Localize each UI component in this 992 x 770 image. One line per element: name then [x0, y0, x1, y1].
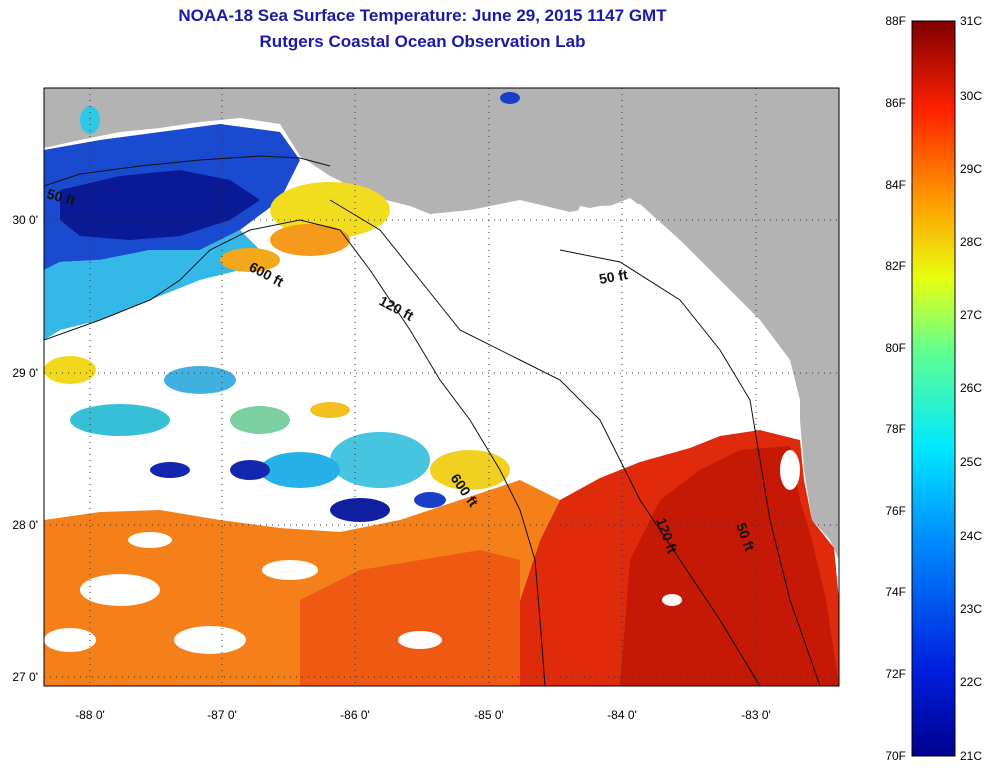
colorbar-c-label: 30C: [960, 89, 982, 103]
lon-tick: -87 0': [207, 708, 237, 722]
contour-label: 50 ft: [45, 185, 77, 208]
colorbar-c-label: 31C: [960, 14, 982, 28]
colorbar-f-label: 70F: [885, 749, 906, 763]
colorbar-c-label: 28C: [960, 235, 982, 249]
inland-blue-patch: [500, 92, 520, 104]
colorbar-c-label: 23C: [960, 602, 982, 616]
lat-tick: 30 0': [12, 213, 38, 227]
cyan-patch-north: [80, 106, 100, 134]
colorbar-f-label: 80F: [885, 341, 906, 355]
colorbar-f-label: 74F: [885, 585, 906, 599]
colorbar-c-label: 29C: [960, 162, 982, 176]
colorbar-f-label: 88F: [885, 14, 906, 28]
colorbar-c-label: 24C: [960, 529, 982, 543]
colorbar-c-label: 26C: [960, 381, 982, 395]
lat-tick: 28 0': [12, 518, 38, 532]
orange-patch-north: [270, 224, 350, 256]
lon-tick: -83 0': [741, 708, 771, 722]
warm-water-darkred: [620, 446, 839, 686]
colorbar-f-label: 82F: [885, 259, 906, 273]
colorbar-f-labels: 88F 86F 84F 82F 80F 78F 76F 74F 72F 70F: [885, 14, 906, 763]
map-subtitle: Rutgers Coastal Ocean Observation Lab: [259, 32, 586, 51]
colorbar-f-label: 86F: [885, 96, 906, 110]
lat-tick: 29 0': [12, 366, 38, 380]
cloud-patches: [44, 450, 800, 654]
lon-tick: -86 0': [340, 708, 370, 722]
colorbar-f-label: 72F: [885, 667, 906, 681]
colorbar-c-label: 25C: [960, 455, 982, 469]
colorbar-c-label: 22C: [960, 675, 982, 689]
cold-water-navy: [60, 170, 260, 240]
colorbar-c-labels: 31C 30C 29C 28C 27C 26C 25C 24C 23C 22C …: [960, 14, 982, 763]
map-title: NOAA-18 Sea Surface Temperature: June 29…: [178, 6, 667, 25]
contour-label: 50 ft: [598, 266, 629, 287]
colorbar-c-label: 27C: [960, 308, 982, 322]
grid: [44, 88, 839, 686]
colorbar-f-label: 78F: [885, 422, 906, 436]
longitude-ticks: -88 0' -87 0' -86 0' -85 0' -84 0' -83 0…: [75, 708, 771, 722]
lat-tick: 27 0': [12, 670, 38, 684]
lon-tick: -88 0': [75, 708, 105, 722]
colorbar-f-label: 84F: [885, 178, 906, 192]
yellow-patch: [270, 182, 390, 238]
depth-contours: [44, 155, 821, 686]
plot-frame: [43, 87, 840, 687]
colorbar-c-label: 21C: [960, 749, 982, 763]
shelf-cloud: [430, 200, 800, 440]
colorbar: [911, 20, 956, 757]
cyan-fringe: [44, 230, 260, 340]
colorbar-f-label: 76F: [885, 504, 906, 518]
lon-tick: -85 0': [474, 708, 504, 722]
orange-patch-north-2: [220, 248, 280, 272]
lon-tick: -84 0': [607, 708, 637, 722]
latitude-ticks: 30 0' 29 0' 28 0' 27 0': [12, 213, 38, 684]
